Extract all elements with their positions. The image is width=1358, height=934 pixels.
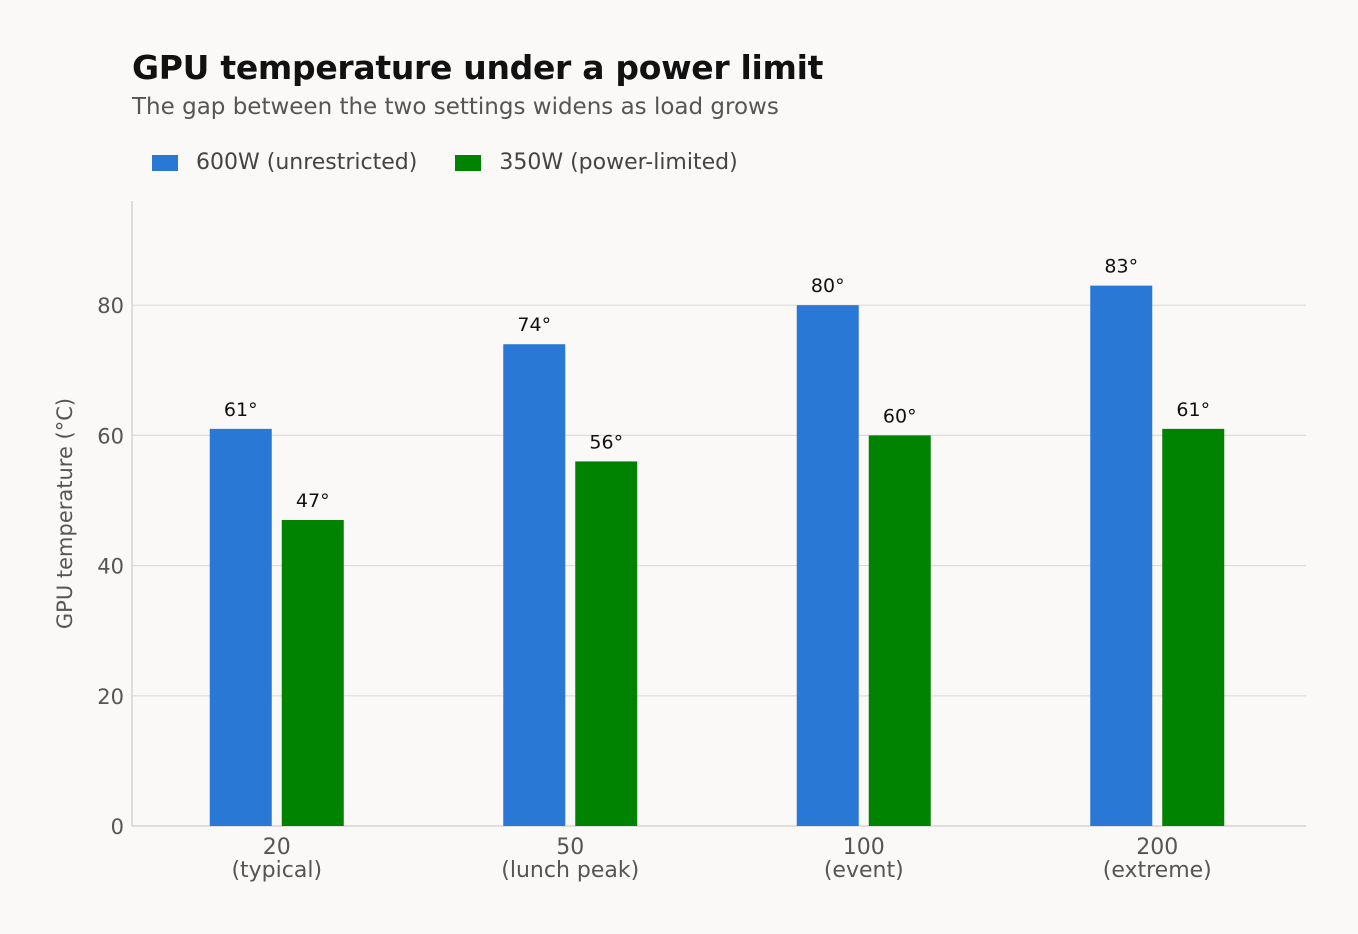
data-label: 61° [1176, 399, 1210, 421]
legend: 600W (unrestricted) 350W (power-limited) [152, 150, 776, 175]
bar [575, 461, 638, 826]
legend-label-350w: 350W (power-limited) [499, 150, 738, 175]
y-axis-label: GPU temperature (°C) [53, 398, 77, 629]
y-tick-label: 80 [97, 294, 124, 318]
x-tick-label: 20 [263, 835, 291, 860]
data-label: 61° [224, 399, 258, 421]
legend-item-600w: 600W (unrestricted) [152, 150, 417, 175]
x-tick-label: 200 [1136, 835, 1178, 860]
bar [503, 344, 566, 826]
y-tick-label: 60 [97, 424, 124, 448]
bar [281, 520, 344, 826]
chart-subtitle: The gap between the two settings widens … [132, 94, 779, 120]
chart-title: GPU temperature under a power limit [132, 48, 824, 87]
x-tick-sublabel: (extreme) [1103, 858, 1212, 883]
legend-item-350w: 350W (power-limited) [455, 150, 738, 175]
x-tick-sublabel: (typical) [231, 858, 322, 883]
y-tick-label: 0 [111, 815, 124, 839]
x-tick-label: 50 [556, 835, 584, 860]
legend-swatch-600w [152, 154, 178, 171]
bar [1090, 285, 1153, 827]
bar [796, 305, 859, 827]
legend-label-600w: 600W (unrestricted) [196, 150, 418, 175]
bar [868, 435, 931, 826]
data-label: 60° [883, 405, 917, 427]
data-label: 74° [517, 314, 551, 336]
y-tick-label: 20 [97, 685, 124, 709]
data-label: 47° [296, 490, 330, 512]
data-label: 56° [589, 431, 623, 453]
x-tick-label: 100 [843, 835, 885, 860]
data-label: 83° [1104, 256, 1138, 278]
x-tick-sublabel: (lunch peak) [501, 858, 639, 883]
x-tick-sublabel: (event) [824, 858, 904, 883]
y-tick-label: 40 [97, 555, 124, 579]
bar [209, 428, 272, 826]
bar [1162, 428, 1225, 826]
legend-swatch-350w [455, 154, 482, 171]
data-label: 80° [811, 275, 845, 297]
